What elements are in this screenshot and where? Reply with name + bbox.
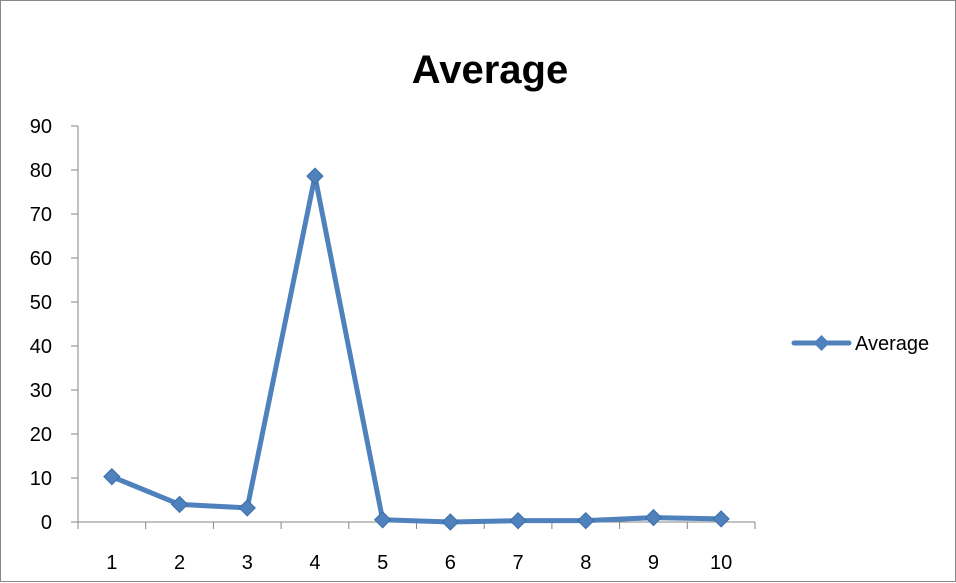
y-tick-label: 90: [30, 116, 52, 138]
y-tick-label: 10: [30, 468, 52, 490]
chart-title: Average: [412, 48, 568, 92]
y-tick-label: 40: [30, 336, 52, 358]
data-point-marker: [644, 508, 663, 527]
series-line-average: [109, 173, 724, 525]
axes: 0 10 20 30 40 50 60 70 80 90 1 2 3 4 5 6 7 8 9 10: [30, 116, 756, 574]
y-tick-label: 0: [41, 512, 52, 534]
x-tick-label: 1: [106, 552, 117, 574]
y-tick-label: 30: [30, 380, 52, 402]
y-tick-label: 70: [30, 204, 52, 226]
x-tick-label: 2: [174, 552, 185, 574]
legend-diamond-marker: [813, 335, 830, 351]
y-tick-label: 50: [30, 292, 52, 314]
x-tick-label: 8: [580, 552, 591, 574]
y-tick-label: 80: [30, 160, 52, 182]
data-point-marker: [441, 513, 460, 531]
x-tick-label: 6: [445, 552, 456, 574]
x-tick-label: 3: [242, 552, 253, 574]
data-point-marker: [373, 511, 392, 529]
x-tick-label: 5: [377, 552, 388, 574]
data-point-marker: [712, 510, 730, 528]
data-point-marker: [577, 511, 595, 530]
data-point-marker: [509, 511, 527, 530]
x-tick-label: 4: [309, 552, 320, 574]
y-tick-label: 20: [30, 424, 52, 446]
data-point-marker: [103, 467, 121, 486]
x-tick-label: 10: [710, 552, 732, 574]
series-layer: [103, 167, 730, 531]
data-point-marker: [306, 167, 324, 185]
data-point-marker: [238, 499, 256, 517]
x-tick-label: 7: [512, 552, 523, 574]
data-point-marker: [170, 495, 189, 514]
x-tick-label: 9: [648, 552, 659, 574]
legend: Average: [791, 333, 929, 355]
legend-label: Average: [855, 333, 929, 355]
y-tick-label: 60: [30, 248, 52, 270]
